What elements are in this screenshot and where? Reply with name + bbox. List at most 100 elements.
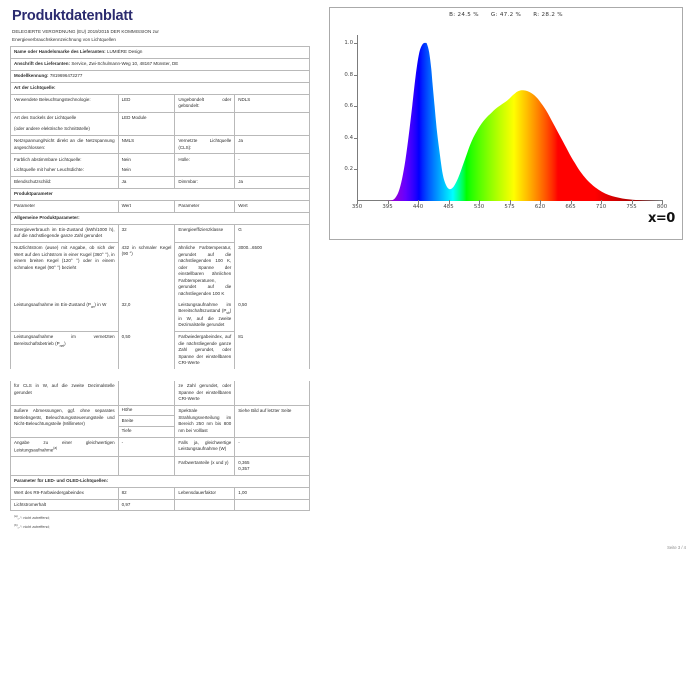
x-tick [448,200,450,204]
y-tick [354,74,358,76]
table-row-pnet-continued: für CLS in W, auf die zweite Dezimalstel… [10,381,310,406]
highlum-value: Nein [117,165,176,178]
product-datasheet-document: Produktdatenblatt DELEGIERTE VERORDNUNG … [0,0,320,700]
table-row-dimensions: äußere Abmessungen, ggf. ohne separates … [10,404,310,438]
x-tick [662,200,663,204]
table-row-mains: Netzspannung/Nicht direkt an die Netzspa… [10,134,310,154]
table-row-chromaticity: Farbwertanteile (x und y) 0,365 0,357 [10,456,310,476]
energy-value: 32 [117,223,176,243]
cri-label: Farbwiedergabeindex, auf die nächstliege… [174,331,236,370]
equiv-label: Angabe zu einer gleichwertigen Leistungs… [10,436,119,458]
x-tick-label: 485 [443,204,454,210]
equiv-value: - [117,436,176,458]
x-tick-label: 350 [351,204,363,210]
product-datasheet-table: Name oder Handelsmarke des Lieferanten: … [10,46,310,370]
y-tick-label: 0.8 [344,71,353,78]
footnotes: (a)„-“: nicht zutreffend; (b)„-“: nicht … [14,514,310,531]
dimmable-label: Dimmbar: [174,176,236,190]
table-row-dim-depth: Tiefe [11,426,310,437]
x-tick [631,200,633,204]
tech-label: Verwendete Beleuchtungstechnologie: [10,93,119,114]
spectrum-curve [358,42,663,201]
table-row-supplier-address: Anschrift des Lieferanten: Service, Zwi-… [10,58,310,71]
eek-label: Energieeffizienzklasse [174,223,236,244]
col-header-value-1: Wert [117,199,176,213]
envelope-label: Hülle: [174,153,236,166]
bundled-label: Ungebündelt oder gebündelt: [174,93,236,114]
pnet-value: 0,50 [117,331,176,370]
y-tick [354,42,358,44]
table-row-model: Modellkennung: 7819696472277 [10,70,310,83]
x-tick-label: 800 [656,204,668,210]
highlum-label: Lichtquelle mit hoher Leuchtdichte: [10,165,119,178]
y-tick-label: 0.2 [344,166,353,173]
table-row-energy: Energieverbrauch im Ein-Zustand (kWh/100… [10,223,310,244]
lumen-label: Lichtstromerhalt [10,498,119,512]
x-tick [509,200,511,204]
table-row-section-allgemeine: Allgemeine Produktparameter: [10,211,310,225]
model-value: 7819696472277 [49,73,83,79]
supplier-address-value: Service, Zwi-Schulmann-Weg 10, 48167 Mün… [71,61,179,67]
x-equals-overlay-label: x=0 [648,211,675,226]
table-row-r9: Wert des R9-Farbwiedergabeindex 82 Leben… [10,486,310,500]
table-row-pon: Leistungsaufnahme im Ein-Zustand (Pon) i… [10,299,310,332]
y-tick-label: 0.6 [344,103,353,110]
col-header-param-2: Parameter [174,199,236,213]
y-tick [354,169,358,171]
equiv-right-label: Falls ja, gleichwertige Leistungsaufnahm… [174,436,236,458]
table-row-glare-shield: Blendschutzschild: Ja Dimmbar: Ja [10,176,310,190]
dimmable-value: Ja [234,176,310,190]
bundled-value: NDLS [234,93,310,114]
dimensions-label: äußere Abmessungen, ggf. ohne separates … [10,404,119,438]
page-title: Produktdatenblatt [12,8,133,24]
table-row-socket: Art des Sockels der Lichtquelle LED Modu… [10,112,310,125]
x-tick-label: 575 [504,204,515,210]
table-row-column-headers: Parameter Wert Parameter Wert [10,199,310,213]
dim-depth-label: Tiefe [117,426,176,437]
tunable-value: Nein [117,153,176,166]
spd-value: Siehe Bild auf letzter Seite [234,404,310,438]
regulation-subtitle-line2: Energieverbrauchskennzeichnung von Licht… [12,37,116,43]
x-tick [418,200,419,204]
cri-label-cont: ze Zahl gerundet, oder Spanne der einste… [174,381,236,406]
socket-right-value [234,112,310,125]
table-row-pnet: Leistungsaufnahme im vernetzten Bereitsc… [10,331,310,370]
mains-value: NMLS [117,134,176,154]
flux-label: Nutzlichtstrom (øuse) mit Angabe, ob sic… [10,242,119,300]
psb-label: Leistungsaufnahme im Bereitschaftszustan… [174,299,236,332]
pnet-label-cont: für CLS in W, auf die zweite Dezimalstel… [10,381,119,406]
x-tick-label: 440 [412,204,424,210]
section-led-oled: Parameter für LED- und OLED-Lichtquellen… [10,474,310,488]
x-tick [357,200,358,204]
flux-value: 432 in schmaler Kegel (90 °) [117,242,176,300]
rgb-percentage-label: B: 24.5 % G: 47.2 % R: 28.2 % [330,12,682,18]
x-tick [479,200,480,204]
spectral-power-distribution-chart: B: 24.5 % G: 47.2 % R: 28.2 % 0.2 0.4 0.6 0… [329,7,683,240]
x-tick [601,200,602,204]
col-header-param-1: Parameter [10,199,119,213]
cls-label: Vernetzte Lichtquelle (CLS): [174,134,236,154]
footnote-a: (a)„-“: nicht zutreffend; [14,514,50,521]
pon-value: 32,0 [117,299,176,332]
y-tick-label: 1.0 [344,39,353,46]
table-row-supplier-name: Name oder Handelsmarke des Lieferanten: … [10,46,310,60]
r9-value: 82 [117,486,176,500]
product-datasheet-table-continued: für CLS in W, auf die zweite Dezimalstel… [10,381,310,512]
glare-label: Blendschutzschild: [10,176,119,190]
blue-percentage: B: 24.5 % [449,12,479,18]
supplier-name-label: Name oder Handelsmarke des Lieferanten: [14,49,106,55]
red-percentage: R: 28.2 % [533,12,563,18]
footnote-b: (b)„-“: nicht zutreffend; [14,522,50,529]
light-source-type-label: Art der Lichtquelle: [10,81,310,95]
energy-label: Energieverbrauch im Ein-Zustand (kWh/100… [10,223,119,244]
col-header-value-2: Wert [234,199,310,213]
regulation-subtitle-line1: DELEGIERTE VERORDNUNG (EU) 2019/2015 DER… [12,29,159,34]
x-tick [387,200,389,204]
x-tick [540,200,541,204]
eek-value: G [234,223,310,243]
cct-value: 3000...6500 [234,242,310,300]
life-label: Lebensdauerfaktor [174,486,236,500]
glare-value: Ja [117,176,176,190]
y-tick [354,106,358,108]
x-tick [570,200,572,204]
